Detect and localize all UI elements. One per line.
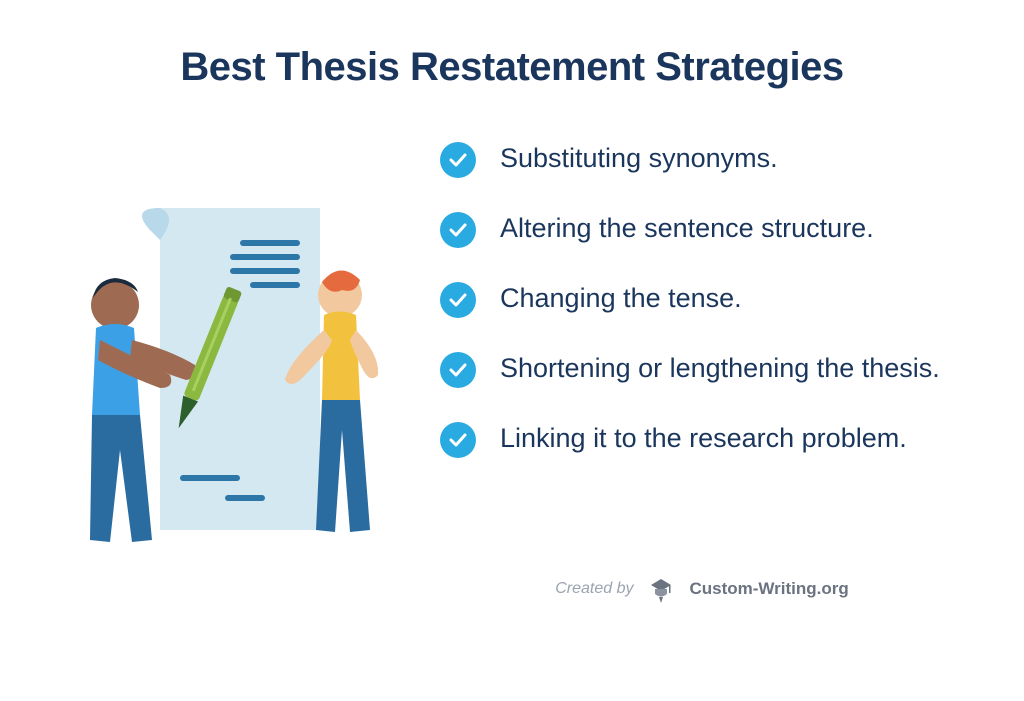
page-title: Best Thesis Restatement Strategies [60,45,964,90]
list-item: Changing the tense. [440,280,964,318]
check-icon [440,142,476,178]
list-item: Substituting synonyms. [440,140,964,178]
item-text: Substituting synonyms. [500,140,778,178]
strategy-list: Substituting synonyms. Altering the sent… [440,140,964,490]
infographic-container: Best Thesis Restatement Strategies [0,0,1024,701]
brand-logo-icon [647,575,675,603]
item-text: Linking it to the research problem. [500,420,907,458]
check-icon [440,212,476,248]
check-icon [440,422,476,458]
content-row: Substituting synonyms. Altering the sent… [60,140,964,565]
list-item: Linking it to the research problem. [440,420,964,458]
check-icon [440,282,476,318]
attribution-footer: Created by Custom-Writing.org [60,575,964,603]
check-icon [440,352,476,388]
created-by-label: Created by [555,580,633,598]
list-item: Altering the sentence structure. [440,210,964,248]
item-text: Changing the tense. [500,280,742,318]
illustration [60,140,400,565]
people-writing-illustration [60,200,400,560]
item-text: Altering the sentence structure. [500,210,874,248]
brand-name: Custom-Writing.org [689,579,848,599]
item-text: Shortening or lengthening the thesis. [500,350,940,388]
list-item: Shortening or lengthening the thesis. [440,350,964,388]
